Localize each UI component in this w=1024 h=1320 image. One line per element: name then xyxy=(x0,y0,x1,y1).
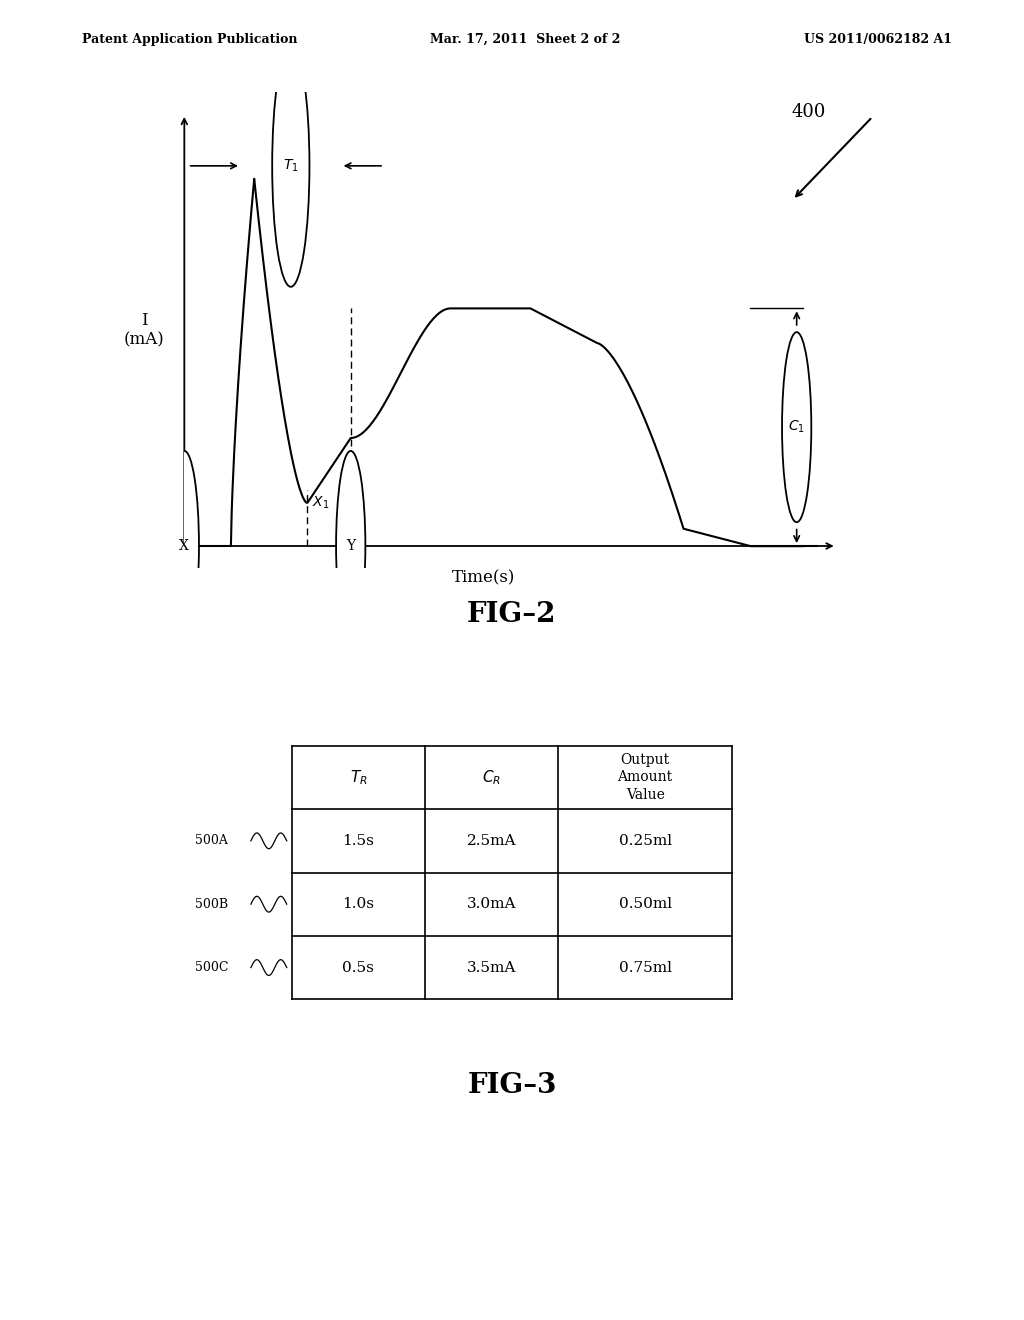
Text: I
(mA): I (mA) xyxy=(124,312,165,348)
Text: Time(s): Time(s) xyxy=(453,570,515,587)
Text: Mar. 17, 2011  Sheet 2 of 2: Mar. 17, 2011 Sheet 2 of 2 xyxy=(430,33,621,46)
Text: 500C: 500C xyxy=(195,961,228,974)
Text: 3.0mA: 3.0mA xyxy=(467,898,516,911)
Text: Patent Application Publication: Patent Application Publication xyxy=(82,33,297,46)
Text: $T_1$: $T_1$ xyxy=(283,157,299,174)
Text: $X_1$: $X_1$ xyxy=(312,494,330,511)
Text: 0.75ml: 0.75ml xyxy=(618,961,672,974)
Text: $C_R$: $C_R$ xyxy=(482,768,501,787)
Text: $T_R$: $T_R$ xyxy=(349,768,368,787)
Text: Output
Amount
Value: Output Amount Value xyxy=(617,754,673,801)
Text: 1.5s: 1.5s xyxy=(342,834,375,847)
Text: $C_1$: $C_1$ xyxy=(788,418,805,436)
Circle shape xyxy=(336,451,366,642)
Circle shape xyxy=(272,45,309,286)
Text: 0.50ml: 0.50ml xyxy=(618,898,672,911)
Text: 500A: 500A xyxy=(195,834,227,847)
Text: X: X xyxy=(179,539,189,553)
Text: 400: 400 xyxy=(792,103,826,121)
Text: 3.5mA: 3.5mA xyxy=(467,961,516,974)
Text: US 2011/0062182 A1: US 2011/0062182 A1 xyxy=(804,33,952,46)
Text: 500B: 500B xyxy=(195,898,227,911)
Text: FIG–2: FIG–2 xyxy=(467,601,557,627)
Text: 1.0s: 1.0s xyxy=(342,898,375,911)
Text: FIG–3: FIG–3 xyxy=(467,1072,557,1098)
Text: Y: Y xyxy=(346,539,355,553)
Text: 0.5s: 0.5s xyxy=(342,961,375,974)
Circle shape xyxy=(782,333,811,523)
Circle shape xyxy=(170,451,199,642)
Text: 0.25ml: 0.25ml xyxy=(618,834,672,847)
Text: 2.5mA: 2.5mA xyxy=(467,834,516,847)
